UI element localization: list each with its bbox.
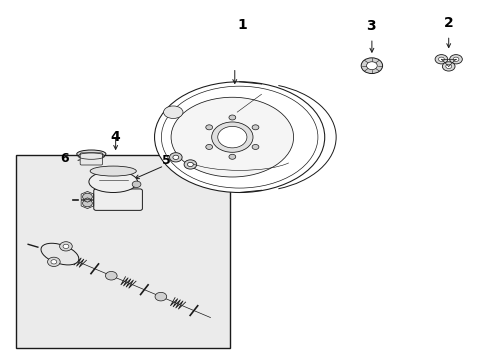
Circle shape xyxy=(228,115,235,120)
Circle shape xyxy=(82,193,92,201)
Circle shape xyxy=(252,144,258,149)
FancyBboxPatch shape xyxy=(94,189,142,210)
Circle shape xyxy=(47,257,60,266)
Ellipse shape xyxy=(211,122,252,152)
Text: 3: 3 xyxy=(366,19,375,33)
Circle shape xyxy=(205,125,212,130)
Circle shape xyxy=(60,242,72,251)
Circle shape xyxy=(252,125,258,130)
Text: 5: 5 xyxy=(162,154,171,167)
Circle shape xyxy=(183,160,196,169)
Circle shape xyxy=(63,244,69,248)
Circle shape xyxy=(47,247,59,256)
Ellipse shape xyxy=(163,106,183,118)
Ellipse shape xyxy=(89,171,137,193)
Bar xyxy=(16,155,229,348)
Circle shape xyxy=(228,154,235,159)
Text: 4: 4 xyxy=(111,130,120,144)
Ellipse shape xyxy=(41,243,79,265)
Ellipse shape xyxy=(154,82,324,193)
Text: 6: 6 xyxy=(60,152,69,165)
Circle shape xyxy=(169,153,182,162)
Ellipse shape xyxy=(77,150,106,158)
Circle shape xyxy=(105,271,117,280)
Text: 1: 1 xyxy=(237,18,246,32)
Circle shape xyxy=(438,57,444,62)
Circle shape xyxy=(442,62,454,71)
Circle shape xyxy=(132,181,141,188)
Circle shape xyxy=(205,144,212,149)
Circle shape xyxy=(217,126,246,148)
Circle shape xyxy=(361,58,382,73)
Circle shape xyxy=(445,64,451,68)
Circle shape xyxy=(187,162,193,167)
Circle shape xyxy=(452,57,458,62)
Circle shape xyxy=(51,260,57,264)
Circle shape xyxy=(366,62,376,69)
Ellipse shape xyxy=(171,97,293,177)
Text: 2: 2 xyxy=(443,16,453,30)
Circle shape xyxy=(155,292,166,301)
Ellipse shape xyxy=(90,166,136,176)
FancyBboxPatch shape xyxy=(80,153,102,165)
Circle shape xyxy=(449,55,461,64)
Circle shape xyxy=(82,200,92,207)
Circle shape xyxy=(173,155,179,159)
Circle shape xyxy=(434,55,447,64)
